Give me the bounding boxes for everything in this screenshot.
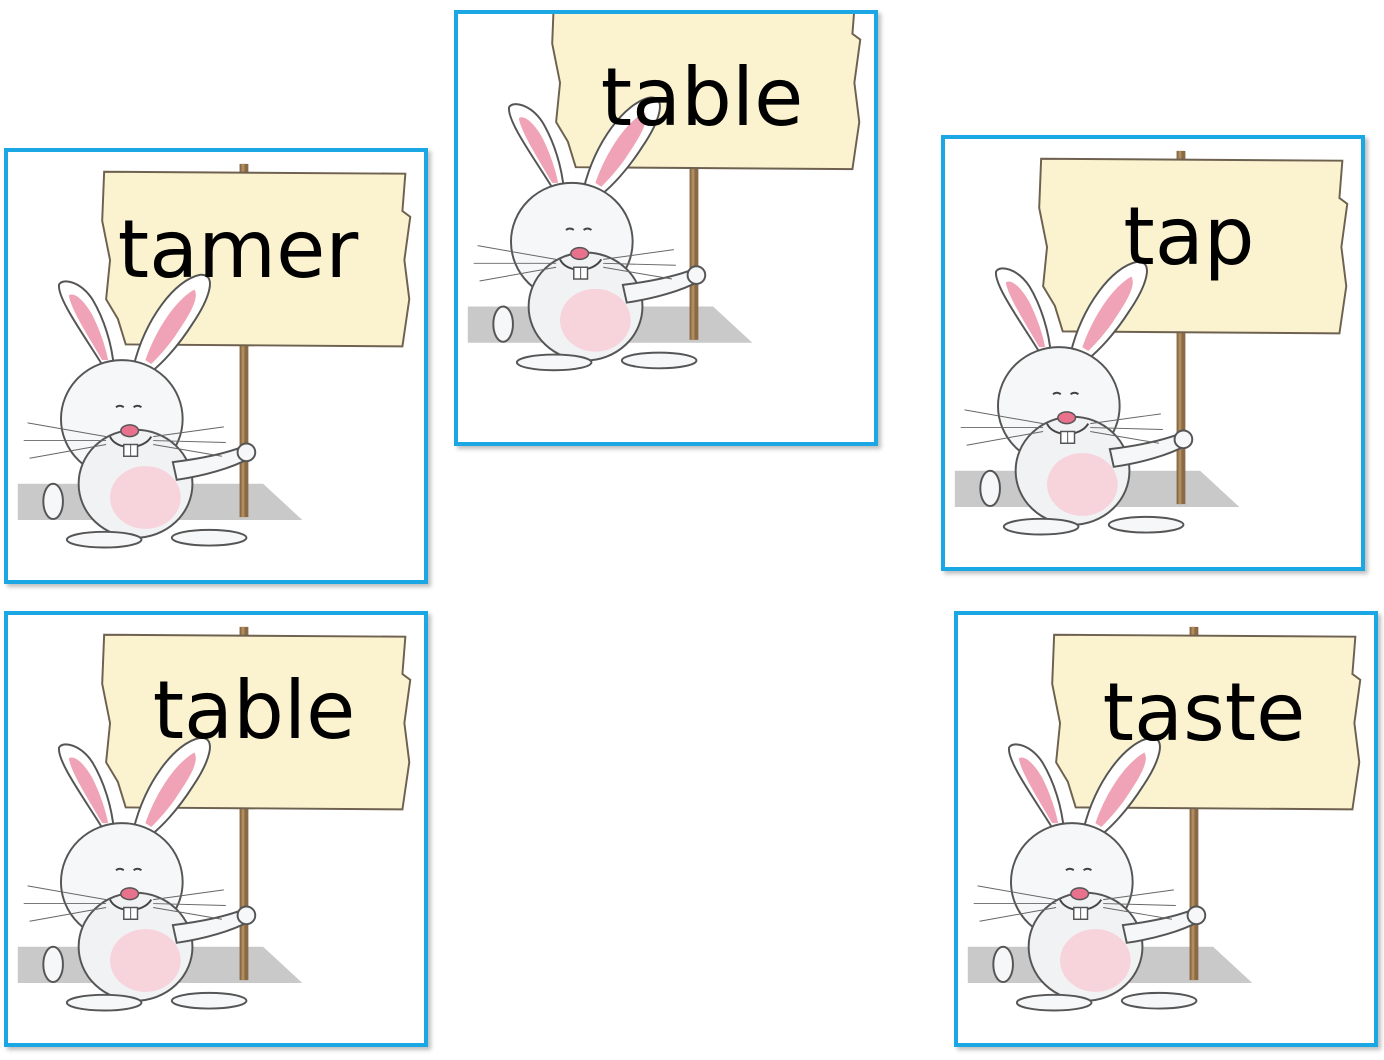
word-card[interactable]: table — [454, 10, 878, 446]
word-card[interactable]: tamer — [4, 148, 428, 584]
card-word: tap — [1123, 190, 1255, 283]
word-card[interactable]: taste — [954, 611, 1378, 1047]
card-word: table — [600, 51, 804, 144]
word-card[interactable]: table — [4, 611, 428, 1047]
card-word: taste — [1102, 666, 1306, 759]
card-word: table — [152, 664, 356, 757]
word-card[interactable]: tap — [941, 135, 1365, 571]
card-word: tamer — [117, 203, 359, 296]
